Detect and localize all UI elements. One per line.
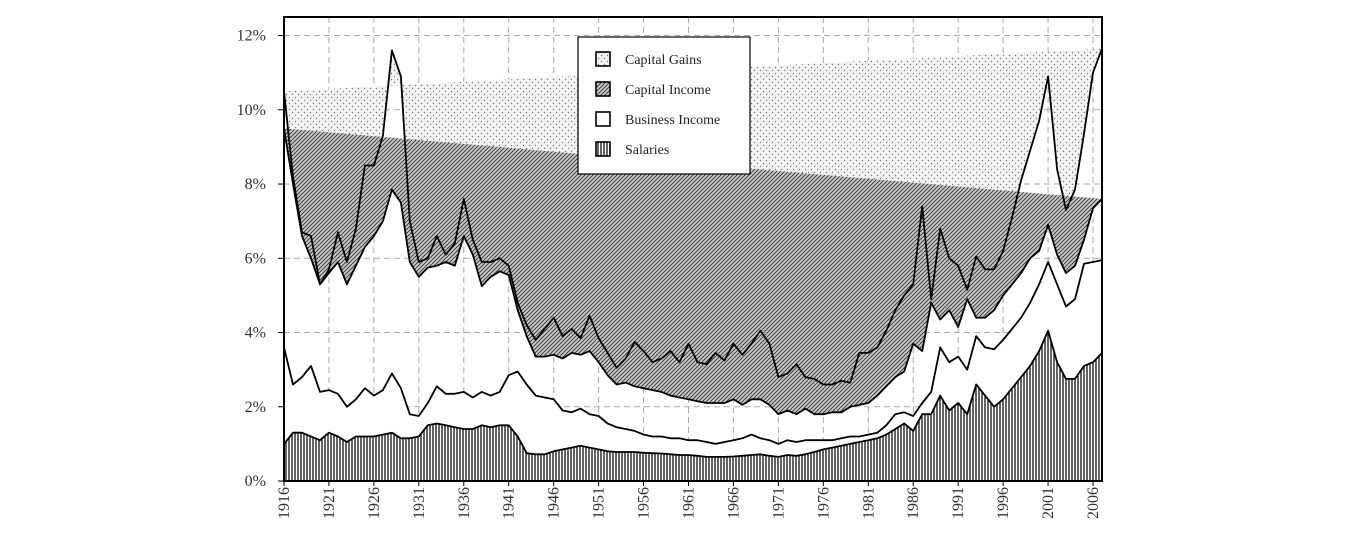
x-tick-label: 1941 bbox=[501, 487, 518, 519]
plot-frame bbox=[283, 16, 1103, 482]
x-tick-label: 1966 bbox=[725, 487, 742, 519]
legend-swatch bbox=[595, 141, 611, 157]
legend-swatch bbox=[595, 111, 611, 127]
series-line-capital-income bbox=[283, 128, 1103, 416]
legend-swatch bbox=[595, 81, 611, 97]
legend-label: Capital Income bbox=[625, 83, 711, 98]
series-line-salaries bbox=[283, 329, 1103, 458]
x-tick-label: 1921 bbox=[321, 487, 338, 519]
x-tick-label: 1986 bbox=[905, 487, 922, 519]
x-tick-label: 1946 bbox=[546, 487, 563, 519]
y-axis: 0% 2% 4% 6% 8% 10% 12% bbox=[237, 28, 284, 490]
y-tick-label: 0% bbox=[245, 473, 266, 490]
area-salaries bbox=[284, 330, 1102, 481]
x-tick-label: 1956 bbox=[636, 487, 653, 519]
areas bbox=[284, 48, 1102, 481]
x-tick-label: 1931 bbox=[411, 487, 428, 519]
x-tick-label: 2001 bbox=[1040, 487, 1057, 519]
legend-label: Salaries bbox=[625, 143, 669, 158]
legend-swatch bbox=[595, 51, 611, 67]
x-tick-label: 1916 bbox=[276, 487, 293, 519]
x-tick-label: 1981 bbox=[860, 487, 877, 519]
legend-label: Capital Gains bbox=[625, 53, 702, 68]
series-line-business-income bbox=[283, 259, 1103, 445]
area-capital-income bbox=[284, 128, 1102, 415]
x-tick-label: 1996 bbox=[995, 487, 1012, 519]
area-business-income bbox=[284, 260, 1102, 481]
series-line-capital-gains bbox=[283, 48, 1103, 386]
y-tick-label: 6% bbox=[245, 250, 266, 267]
y-tick-label: 2% bbox=[245, 399, 266, 416]
x-tick-label: 1951 bbox=[591, 487, 608, 519]
x-axis: 1916 1921 1926 1931 1936 1941 1946 1951 1956 1961… bbox=[276, 481, 1102, 519]
x-tick-label: 1991 bbox=[950, 487, 967, 519]
y-tick-label: 4% bbox=[245, 325, 266, 342]
legend: Capital Gains Capital Income Business Inco… bbox=[577, 36, 751, 175]
x-tick-label: 1961 bbox=[681, 487, 698, 519]
legend-label: Business Income bbox=[625, 113, 720, 128]
x-tick-label: 1976 bbox=[815, 487, 832, 519]
x-tick-label: 2006 bbox=[1085, 487, 1102, 519]
x-tick-label: 1971 bbox=[770, 487, 787, 519]
y-tick-label: 8% bbox=[245, 176, 266, 193]
y-tick-label: 10% bbox=[237, 102, 266, 119]
series-lines bbox=[283, 48, 1103, 458]
x-tick-label: 1936 bbox=[456, 487, 473, 519]
x-tick-label: 1926 bbox=[366, 487, 383, 519]
y-tick-label: 12% bbox=[237, 28, 266, 45]
